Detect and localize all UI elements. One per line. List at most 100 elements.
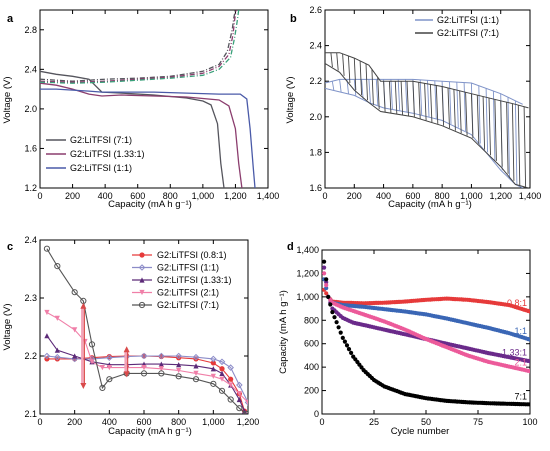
x-tick-label: 800 [435,191,450,201]
x-tick-label: 400 [102,417,117,427]
data-point [328,302,333,307]
data-point [342,339,347,344]
data-point [99,384,106,391]
series-pulses [330,52,527,187]
y-tick-label: 600 [304,339,319,349]
x-tick-label: 600 [130,191,145,201]
x-tick-label: 1,400 [257,191,280,201]
panel-c: 0 200 400 600 800 1,000 1,200 2.1 2.2 2.3 2.4 Capac… [2,235,259,437]
data-point [176,362,182,368]
series-label: 0.8:1 [507,298,527,308]
data-point [106,376,113,383]
data-point [44,333,50,339]
x-tick-label: 600 [136,417,151,427]
data-point [340,335,345,340]
x-axis-label: Capacity (mA h g⁻¹) [108,426,192,437]
y-tick-label: 2.2 [24,351,37,361]
panel-d: 0 25 50 75 100 0 200 400 600 800 1,000 1,200 1,400 Cy… [278,241,538,437]
data-point [158,366,164,372]
data-point [334,320,339,325]
data-point [245,399,248,405]
y-tick-label: 400 [304,362,319,372]
x-tick-label: 0 [322,191,327,201]
data-point [99,365,105,371]
data-point [219,366,225,372]
data-point [349,350,354,355]
plot-area [43,245,248,414]
data-point [72,327,78,333]
data-point [158,352,165,360]
y-tick-label: 1.8 [309,147,322,157]
data-point [175,373,182,380]
data-point [338,330,343,335]
data-point [158,361,164,367]
data-point [192,353,200,361]
x-tick-label: 50 [421,417,431,427]
y-tick-label: 2.3 [24,293,37,303]
data-point [527,359,530,364]
y-tick-label: 2.1 [24,409,37,419]
data-point [527,369,530,374]
data-point [106,365,112,371]
data-point [219,376,225,382]
data-point [236,405,243,412]
series-label: 1:1 [514,326,527,336]
y-tick-label: 2.4 [24,235,37,245]
panel-label: b [290,13,297,25]
plot-area [325,52,529,188]
annotation-arrow-head [80,302,87,309]
data-point [236,381,243,389]
data-point [219,370,225,376]
plot-area [40,10,256,188]
series-line [46,355,248,403]
y-tick-label: 1.6 [24,143,37,153]
series-line [46,248,247,414]
series-envelope-lower [325,87,523,188]
data-point [210,360,216,366]
y-axis-label: Voltage (V) [285,77,296,124]
y-tick-label: 0 [314,409,319,419]
data-point [54,315,60,321]
series-envelope-lower [325,62,529,188]
y-tick-label: 800 [304,315,319,325]
data-point [106,354,113,362]
data-point [44,309,50,316]
data-point [324,283,329,288]
x-tick-label: 800 [163,191,178,201]
y-tick-label: 2.8 [24,25,37,35]
series-label: 2:1 [514,358,527,368]
data-point [336,325,341,330]
y-tick-label: 2.2 [309,76,322,86]
y-tick-label: 2.4 [309,41,322,51]
x-tick-label: 100 [522,417,537,427]
legend-entry: G2:LiTFSI (1:1) [157,263,219,273]
data-point [326,294,331,299]
data-point [527,309,530,314]
x-axis-label: Cycle number [391,426,450,437]
data-point [322,265,327,270]
data-point [138,264,146,271]
y-tick-label: 1.6 [309,183,322,193]
x-tick-label: 0 [37,191,42,201]
data-point [141,365,147,371]
y-axis-label: Voltage (V) [2,304,13,351]
x-tick-label: 75 [473,417,483,427]
legend-entry: G2:LiTFSI (7:1) [437,28,499,38]
y-axis-label: Voltage (V) [2,77,13,124]
series-line [40,10,237,82]
x-tick-label: 1,000 [460,191,483,201]
data-point [324,286,329,291]
data-point [139,289,145,296]
series-line [46,312,248,403]
data-point [236,391,242,397]
data-point [139,277,145,283]
data-point [140,352,148,360]
series-line [40,82,243,188]
data-point [193,370,199,376]
x-tick-label: 0 [319,417,324,427]
data-point [138,301,146,309]
x-tick-label: 1,200 [489,191,512,201]
data-point [54,263,61,270]
data-point [227,364,234,371]
